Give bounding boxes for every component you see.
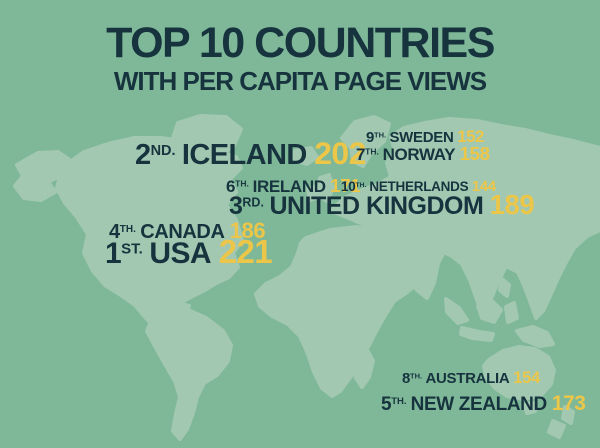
country-label: UNITED KINGDOM	[269, 192, 484, 220]
landmass-new-guinea	[515, 325, 555, 348]
rank-label: 1ST.	[105, 237, 143, 270]
page-subtitle: WITH PER CAPITA PAGE VIEWS	[113, 66, 487, 96]
landmass-madagascar	[353, 348, 375, 389]
value-label: 186	[229, 218, 266, 243]
value-label: 152	[457, 128, 485, 146]
rank-label: 5TH.	[381, 394, 407, 415]
country-label: ICELAND	[181, 139, 307, 171]
landmass-new-zealand-north	[561, 405, 575, 425]
rank-label: 2ND.	[135, 139, 176, 171]
page-title: TOP 10 COUNTRIES	[106, 19, 495, 67]
country-label: NEW ZEALAND	[410, 394, 548, 415]
title-block: TOP 10 COUNTRIES WITH PER CAPITA PAGE VI…	[0, 19, 600, 96]
entry-australia: 8TH. AUSTRALIA 154	[402, 370, 540, 387]
country-label: CANADA	[140, 221, 225, 243]
value-label: 173	[551, 392, 586, 415]
entry-united-kingdom: 3RD. UNITED KINGDOM 189	[229, 189, 535, 220]
value-label: 221	[218, 233, 273, 270]
landmass-greenland	[170, 114, 243, 164]
entry-sweden: 9TH. SWEDEN 152	[366, 129, 484, 146]
landmass-sulawesi	[504, 301, 519, 324]
landmass-sumatra	[444, 297, 469, 325]
entry-new-zealand: 5TH. NEW ZEALAND 173	[381, 392, 586, 415]
landmass-scandinavia	[340, 115, 391, 168]
landmass-japan-3	[493, 252, 507, 269]
landmass-australia	[482, 345, 556, 401]
rank-label: 9TH.	[366, 129, 387, 146]
country-label: AUSTRALIA	[425, 370, 510, 387]
value-label: 189	[489, 189, 535, 220]
entry-canada: 4TH. CANADA 186	[109, 218, 266, 243]
landmass-borneo	[476, 298, 503, 324]
landmass-japan	[503, 211, 517, 233]
landmass-japan-2	[502, 233, 515, 254]
landmass-south-america	[145, 308, 233, 441]
country-label: NETHERLANDS	[369, 179, 469, 194]
landmass-tasmania	[523, 401, 537, 415]
country-label: IRELAND	[252, 177, 327, 196]
value-label: 171	[330, 175, 361, 196]
rank-label: 3RD.	[229, 192, 264, 220]
landmass-ireland	[306, 184, 321, 202]
value-label: 158	[459, 143, 491, 164]
country-label: SWEDEN	[389, 129, 454, 146]
rank-label: 4TH.	[109, 221, 136, 243]
rank-label: 7TH.	[356, 145, 379, 164]
entry-usa: 1ST. USA 221	[105, 233, 273, 270]
landmass-alaska	[13, 150, 73, 202]
value-label: 154	[513, 369, 540, 387]
landmass-africa	[254, 225, 420, 398]
rank-label: 8TH.	[402, 370, 423, 387]
entry-ireland: 6TH. IRELAND 171	[226, 175, 361, 196]
entry-iceland: 2ND. ICELAND 202	[135, 135, 366, 171]
entry-norway: 7TH. NORWAY 158	[356, 143, 491, 164]
landmass-java	[459, 326, 495, 342]
country-label: NORWAY	[382, 145, 456, 164]
value-label: 144	[471, 179, 496, 195]
landmass-new-zealand-south	[547, 419, 566, 439]
rank-label: 10TH.	[341, 179, 367, 194]
landmass-philippines	[498, 277, 511, 298]
rank-label: 6TH.	[226, 177, 249, 196]
country-label: USA	[149, 237, 211, 270]
landmass-iceland	[293, 146, 319, 166]
value-label: 202	[314, 135, 366, 171]
entry-netherlands: 10TH. NETHERLANDS 144	[341, 180, 496, 195]
